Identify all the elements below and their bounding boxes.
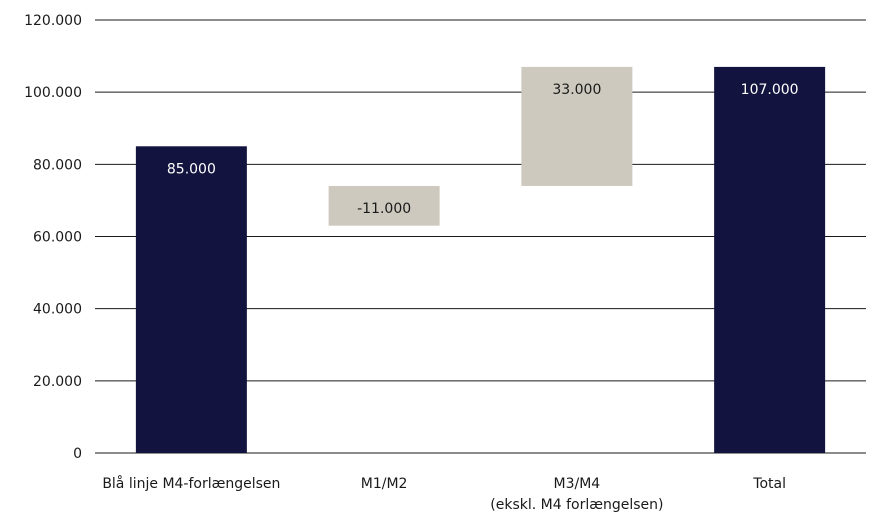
bar-4 xyxy=(714,66,826,454)
x-category-label: Total xyxy=(752,476,786,492)
bar-1 xyxy=(135,146,247,453)
data-label: 107.000 xyxy=(741,82,799,98)
y-tick-label: 60.000 xyxy=(33,230,82,246)
x-category-label: M3/M4 xyxy=(554,476,601,492)
bars: 85.000 -11.000 33.000 107.000 xyxy=(135,66,826,454)
y-tick-label: 120.000 xyxy=(24,13,82,29)
x-axis-labels: Blå linje M4-forlængelsen M1/M2 M3/M4 (eksk… xyxy=(102,475,786,513)
y-tick-label: 100.000 xyxy=(24,85,82,101)
data-label: 85.000 xyxy=(167,161,216,177)
bar-3 xyxy=(521,66,633,186)
data-label: 33.000 xyxy=(552,82,601,98)
y-tick-label: 20.000 xyxy=(33,374,82,390)
bar-2 xyxy=(328,185,440,226)
y-tick-label: 80.000 xyxy=(33,157,82,173)
data-label: -11.000 xyxy=(357,201,411,217)
x-category-label: (ekskl. M4 forlængelsen) xyxy=(490,497,663,513)
x-category-label: Blå linje M4-forlængelsen xyxy=(102,475,280,492)
y-axis-ticks: 0 20.000 40.000 60.000 80.000 100.000 120.000 xyxy=(24,13,82,462)
y-tick-label: 0 xyxy=(73,446,82,462)
y-tick-label: 40.000 xyxy=(33,302,82,318)
x-category-label: M1/M2 xyxy=(361,476,408,492)
